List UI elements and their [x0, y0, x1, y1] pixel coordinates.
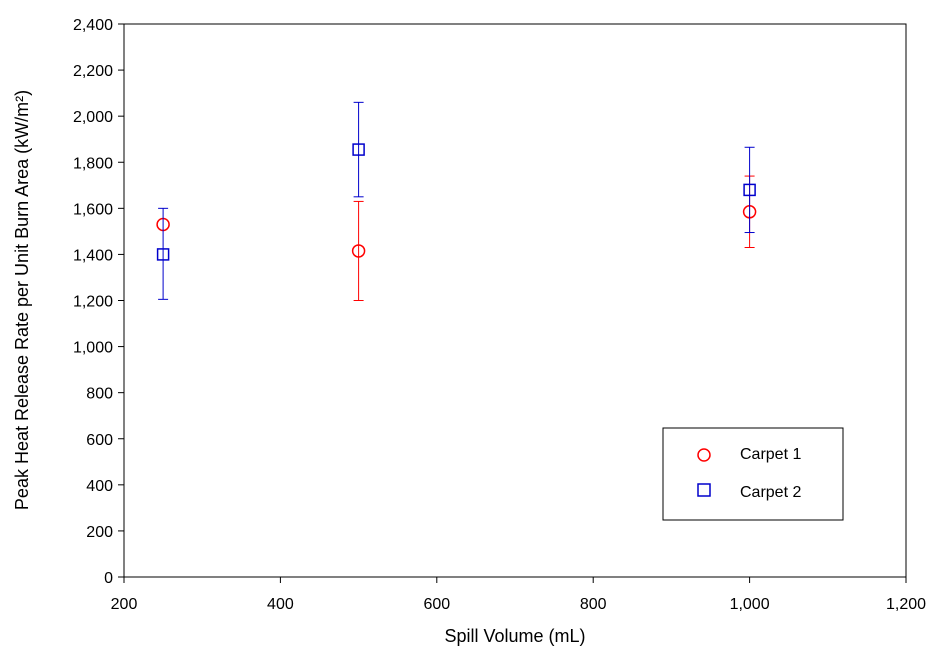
y-axis-title: Peak Heat Release Rate per Unit Burn Are…: [12, 90, 32, 510]
y-tick-label: 1,400: [73, 247, 113, 264]
y-tick-label: 400: [86, 478, 113, 495]
y-tick-label: 1,600: [73, 201, 113, 218]
y-tick-label: 2,200: [73, 63, 113, 80]
data-point: [352, 143, 365, 156]
series-1: [156, 175, 757, 301]
data-point: [743, 183, 756, 197]
y-tick-label: 2,000: [73, 109, 113, 126]
series-2: [156, 101, 756, 300]
y-tick-label: 1,000: [73, 340, 113, 357]
data-point: [351, 244, 366, 258]
legend-box: [662, 427, 844, 521]
y-tick-label: 200: [86, 524, 113, 541]
y-tick-label: 800: [86, 386, 113, 403]
x-tick-label: 1,200: [886, 596, 926, 613]
x-tick-label: 400: [267, 596, 294, 613]
data-point: [156, 248, 170, 261]
legend-marker-carpet-2: [697, 483, 711, 497]
x-axis-title: Spill Volume (mL): [444, 626, 585, 646]
y-tick-label: 0: [104, 570, 113, 587]
y-tick-label: 2,400: [73, 17, 113, 34]
legend-label-carpet-1: Carpet 1: [740, 446, 801, 463]
y-tick-label: 600: [86, 432, 113, 449]
x-tick-label: 600: [423, 596, 450, 613]
x-axis-ticks: 200 400 600 800 1,000 1,200: [111, 577, 926, 613]
legend-marker-carpet-1: [697, 448, 711, 462]
y-axis-ticks: 0 200 400 600 800 1,000 1,200 1,400 1,600 1,800 2,…: [73, 17, 124, 587]
y-tick-label: 1,200: [73, 294, 113, 311]
y-tick-label: 1,800: [73, 155, 113, 172]
data-series: [156, 101, 757, 301]
legend-label-carpet-2: Carpet 2: [740, 484, 801, 501]
x-tick-label: 200: [111, 596, 138, 613]
x-tick-label: 1,000: [730, 596, 770, 613]
legend: Carpet 1 Carpet 2: [662, 427, 844, 521]
x-tick-label: 800: [580, 596, 607, 613]
